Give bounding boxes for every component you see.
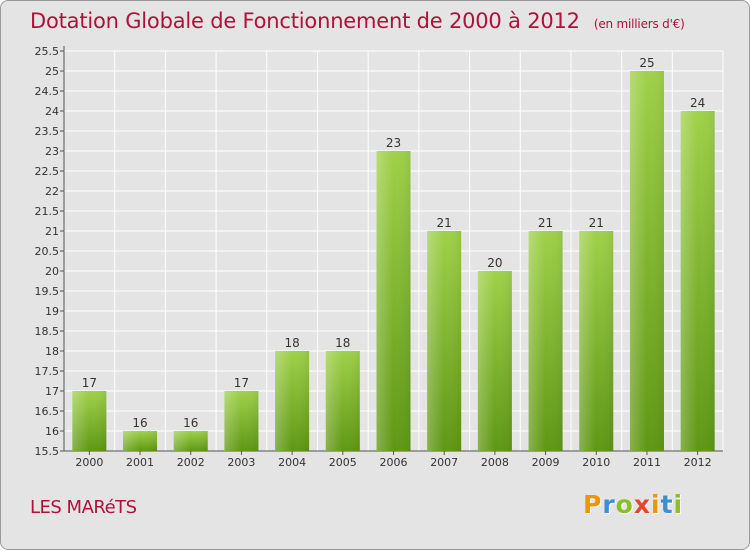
logo-letter: i: [651, 490, 661, 519]
y-tick-label: 22.5: [35, 165, 60, 178]
bar-value-label: 20: [487, 256, 502, 270]
bar-highlight: [528, 231, 563, 451]
y-tick-label: 19.5: [35, 285, 60, 298]
y-tick-label: 22: [45, 185, 59, 198]
bar-value-label: 18: [284, 336, 299, 350]
logo-letter: x: [633, 490, 651, 519]
y-tick-label: 18: [45, 345, 59, 358]
y-tick-label: 16.5: [35, 405, 60, 418]
x-tick-label: 2012: [684, 456, 712, 469]
y-tick-label: 21.5: [35, 205, 60, 218]
bar-value-label: 21: [589, 216, 604, 230]
logo-letter: P: [583, 490, 603, 519]
logo-letter: t: [660, 490, 674, 519]
x-tick-label: 2003: [227, 456, 255, 469]
bar-highlight: [629, 71, 664, 451]
x-tick-label: 2005: [329, 456, 357, 469]
bar-value-label: 23: [386, 136, 401, 150]
bar-highlight: [275, 351, 310, 451]
x-tick-label: 2000: [75, 456, 103, 469]
y-tick-label: 16: [45, 425, 59, 438]
chart-unit: (en milliers d'€): [593, 17, 685, 31]
bar-value-label: 18: [335, 336, 350, 350]
logo-letter: r: [602, 490, 616, 519]
y-tick-label: 24.5: [35, 85, 60, 98]
bar-value-label: 21: [437, 216, 452, 230]
logo-letter: i: [673, 490, 684, 519]
y-tick-label: 18.5: [35, 325, 60, 338]
bar-value-label: 17: [234, 376, 249, 390]
chart-title: Dotation Globale de Fonctionnement de 20…: [30, 9, 685, 33]
x-tick-label: 2007: [430, 456, 458, 469]
y-tick-label: 23.5: [35, 125, 60, 138]
x-tick-label: 2009: [532, 456, 560, 469]
y-tick-label: 20.5: [35, 245, 60, 258]
bar-value-label: 25: [639, 56, 654, 70]
y-tick-label: 17: [45, 385, 59, 398]
bar-value-label: 24: [690, 96, 705, 110]
bar-value-label: 17: [82, 376, 97, 390]
commune-name: LES MARéTS: [30, 497, 137, 518]
bar-highlight: [579, 231, 614, 451]
bar-highlight: [427, 231, 462, 451]
bar-highlight: [325, 351, 360, 451]
y-tick-label: 20: [45, 265, 59, 278]
y-tick-label: 21: [45, 225, 59, 238]
x-tick-label: 2008: [481, 456, 509, 469]
bar-value-label: 16: [132, 416, 147, 430]
bar-highlight: [376, 151, 411, 451]
y-tick-label: 23: [45, 145, 59, 158]
chart-title-text: Dotation Globale de Fonctionnement de 20…: [30, 9, 580, 33]
y-tick-label: 25.5: [35, 45, 60, 58]
bar-highlight: [224, 391, 259, 451]
bar-highlight: [173, 431, 208, 451]
bar-value-label: 16: [183, 416, 198, 430]
x-tick-label: 2010: [582, 456, 610, 469]
bar-highlight: [123, 431, 158, 451]
y-tick-label: 15.5: [35, 445, 60, 458]
x-tick-label: 2002: [177, 456, 205, 469]
y-tick-label: 25: [45, 65, 59, 78]
logo-letter: o: [615, 490, 634, 519]
x-tick-label: 2006: [380, 456, 408, 469]
y-tick-label: 19: [45, 305, 59, 318]
x-tick-label: 2004: [278, 456, 306, 469]
y-tick-label: 24: [45, 105, 59, 118]
proxiti-logo: Proxiti: [583, 490, 683, 519]
y-tick-label: 17.5: [35, 365, 60, 378]
x-tick-label: 2001: [126, 456, 154, 469]
x-tick-label: 2011: [633, 456, 661, 469]
bar-highlight: [680, 111, 715, 451]
bar-highlight: [477, 271, 512, 451]
bar-value-label: 21: [538, 216, 553, 230]
bar-highlight: [72, 391, 107, 451]
